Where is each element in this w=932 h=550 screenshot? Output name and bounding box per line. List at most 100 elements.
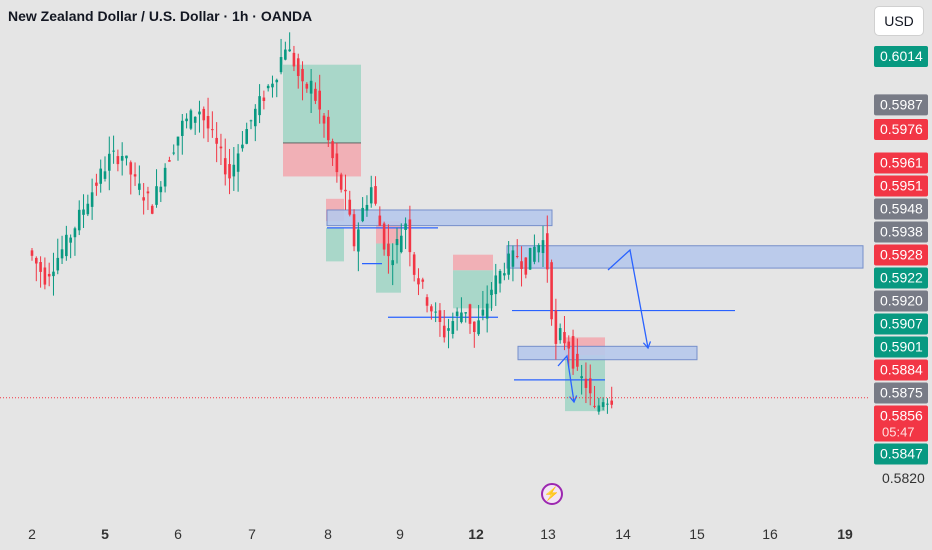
candle — [335, 153, 339, 173]
candle — [138, 183, 141, 190]
candle — [481, 309, 485, 316]
candle — [391, 260, 395, 266]
candle — [468, 304, 472, 324]
price-label: 0.5907 — [880, 316, 923, 332]
price-label-box — [874, 94, 928, 116]
candle — [361, 207, 364, 222]
candle — [425, 297, 429, 306]
price-label-box — [874, 46, 928, 67]
candle — [176, 136, 180, 146]
candle — [369, 187, 373, 204]
price-label: 0.5847 — [880, 446, 923, 462]
candle — [318, 90, 322, 110]
candle — [597, 405, 601, 412]
x-tick-label: 19 — [837, 526, 853, 542]
candle — [228, 164, 231, 179]
candle — [357, 229, 360, 252]
candle — [301, 68, 304, 82]
candle — [65, 234, 68, 257]
candle — [399, 235, 403, 253]
price-label-box — [874, 336, 928, 358]
candle — [86, 203, 90, 215]
candle — [163, 167, 167, 187]
candle — [511, 250, 515, 267]
candle — [541, 240, 545, 254]
candle — [69, 237, 72, 243]
candle — [576, 353, 579, 367]
candle — [262, 97, 266, 101]
candle — [558, 328, 562, 341]
candle — [606, 403, 609, 405]
candle — [442, 325, 446, 338]
candle — [567, 341, 571, 349]
candle — [305, 83, 309, 89]
candle — [198, 111, 201, 115]
candle — [593, 405, 596, 407]
candle — [533, 246, 536, 262]
price-label-box — [874, 290, 928, 312]
x-tick-label: 12 — [468, 526, 484, 542]
candle — [168, 160, 171, 162]
candle — [180, 120, 184, 136]
x-tick-label: 14 — [615, 526, 631, 542]
candle — [434, 311, 437, 313]
candle — [545, 233, 549, 270]
candle — [215, 137, 218, 144]
candle — [271, 83, 274, 88]
price-label-box — [874, 405, 928, 442]
currency-button[interactable]: USD — [874, 6, 924, 36]
candle — [412, 254, 416, 275]
candle — [588, 378, 592, 394]
candle — [142, 197, 145, 201]
candle — [206, 116, 210, 129]
candle — [326, 116, 330, 141]
price-label-box — [874, 152, 928, 174]
red-zone-right — [453, 254, 493, 271]
x-tick-label: 8 — [324, 526, 332, 542]
lightning-bolt-icon[interactable]: ⚡ — [541, 483, 563, 505]
candle — [116, 156, 120, 165]
price-label-box — [874, 443, 928, 465]
x-tick-label: 13 — [540, 526, 556, 542]
candle — [485, 303, 489, 319]
candle — [348, 199, 352, 215]
projection-arrow-big — [607, 248, 649, 349]
candle — [90, 192, 94, 207]
candle — [344, 189, 347, 192]
price-label: 0.5951 — [880, 178, 923, 194]
green-zone-top — [283, 64, 361, 143]
candle — [60, 249, 64, 259]
price-label: 0.5938 — [880, 224, 923, 240]
candle — [408, 219, 412, 253]
candle — [133, 174, 137, 177]
candle — [232, 164, 236, 177]
candle — [309, 80, 313, 94]
candle — [374, 186, 377, 204]
x-tick-label: 2 — [28, 526, 36, 542]
price-label-box — [874, 313, 928, 335]
candle — [120, 156, 124, 161]
candle — [447, 328, 450, 331]
candle — [236, 153, 240, 172]
candle — [56, 257, 60, 271]
candle — [77, 209, 81, 231]
candle — [477, 320, 480, 335]
price-label: 0.5922 — [880, 270, 923, 286]
candle — [601, 402, 605, 407]
candle — [430, 306, 433, 312]
candle — [292, 52, 296, 67]
candle — [571, 336, 575, 369]
candle — [395, 239, 399, 246]
candle — [43, 267, 47, 285]
candle — [460, 312, 463, 323]
candle — [455, 311, 459, 316]
candle — [563, 332, 566, 344]
candle — [245, 129, 249, 144]
price-label-box — [874, 221, 928, 243]
candle — [95, 182, 98, 186]
candle — [404, 223, 407, 230]
candle — [537, 245, 541, 253]
candle — [610, 400, 614, 405]
candle — [554, 310, 558, 344]
